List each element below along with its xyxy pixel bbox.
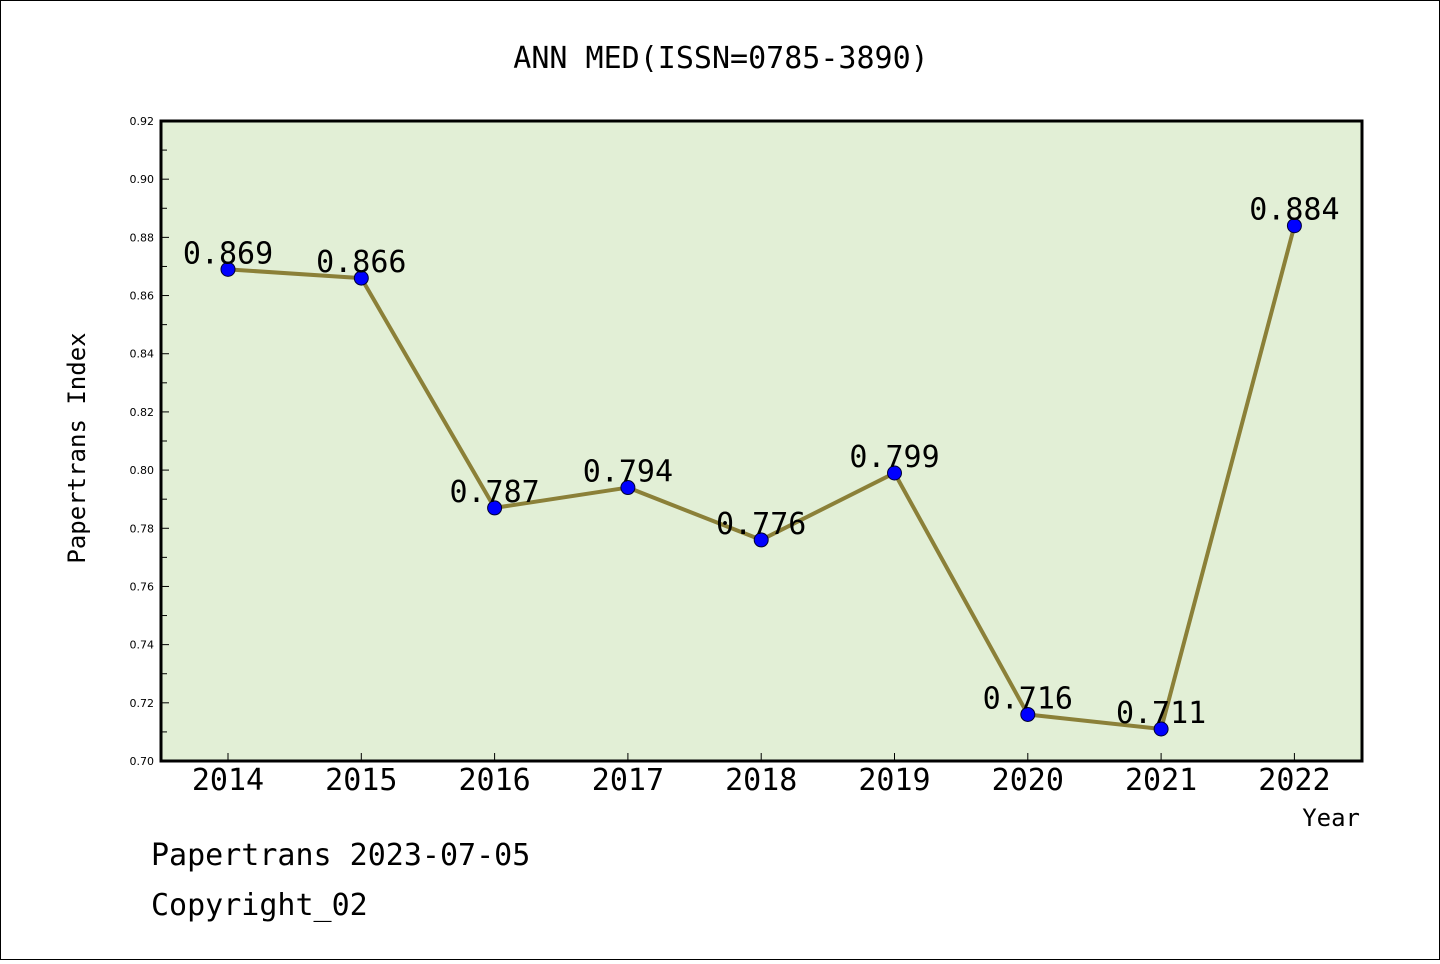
y-tick-label: 0.92 bbox=[130, 115, 155, 128]
x-axis-label: Year bbox=[1302, 804, 1360, 832]
data-point bbox=[1153, 721, 1169, 737]
y-tick-label: 0.74 bbox=[130, 639, 155, 652]
x-tick-label: 2016 bbox=[458, 763, 530, 798]
y-tick-label: 0.72 bbox=[130, 697, 155, 710]
data-point bbox=[1286, 218, 1302, 234]
data-label: 0.776 bbox=[716, 507, 806, 542]
x-tick-label: 2021 bbox=[1125, 763, 1197, 798]
y-tick-label: 0.70 bbox=[130, 755, 155, 768]
data-point bbox=[220, 261, 236, 277]
data-label: 0.716 bbox=[983, 681, 1073, 716]
x-tick-label: 2014 bbox=[192, 763, 264, 798]
data-point bbox=[753, 532, 769, 548]
y-tick-label: 0.80 bbox=[130, 464, 155, 477]
y-tick-label: 0.82 bbox=[130, 406, 155, 419]
data-label: 0.794 bbox=[583, 455, 673, 490]
y-tick-label: 0.76 bbox=[130, 580, 155, 593]
data-point bbox=[487, 500, 503, 516]
x-tick-label: 2018 bbox=[725, 763, 797, 798]
data-point bbox=[1020, 706, 1036, 722]
chart-title: ANN MED(ISSN=0785-3890) bbox=[513, 41, 928, 76]
data-label: 0.866 bbox=[316, 245, 406, 280]
footer-date: Papertrans 2023-07-05 bbox=[151, 838, 530, 873]
y-axis-label: Papertrans Index bbox=[63, 332, 91, 563]
x-tick-label: 2015 bbox=[325, 763, 397, 798]
data-point bbox=[887, 465, 902, 481]
data-point bbox=[353, 270, 369, 286]
y-tick-label: 0.86 bbox=[130, 290, 155, 303]
y-tick-label: 0.78 bbox=[130, 522, 155, 535]
y-tick-label: 0.90 bbox=[130, 173, 155, 186]
data-point bbox=[620, 480, 636, 496]
footer-copyright: Copyright_02 bbox=[151, 888, 368, 923]
data-label: 0.884 bbox=[1249, 193, 1339, 228]
data-label: 0.799 bbox=[849, 440, 939, 475]
x-tick-label: 2022 bbox=[1258, 763, 1330, 798]
plot-area bbox=[159, 119, 1364, 763]
x-tick-label: 2019 bbox=[858, 763, 930, 798]
x-tick-label: 2017 bbox=[592, 763, 664, 798]
data-label: 0.787 bbox=[449, 475, 539, 510]
data-label: 0.869 bbox=[183, 236, 273, 271]
y-tick-label: 0.88 bbox=[130, 231, 155, 244]
data-label: 0.711 bbox=[1116, 696, 1206, 731]
x-tick-label: 2020 bbox=[992, 763, 1064, 798]
y-tick-label: 0.84 bbox=[130, 348, 155, 361]
